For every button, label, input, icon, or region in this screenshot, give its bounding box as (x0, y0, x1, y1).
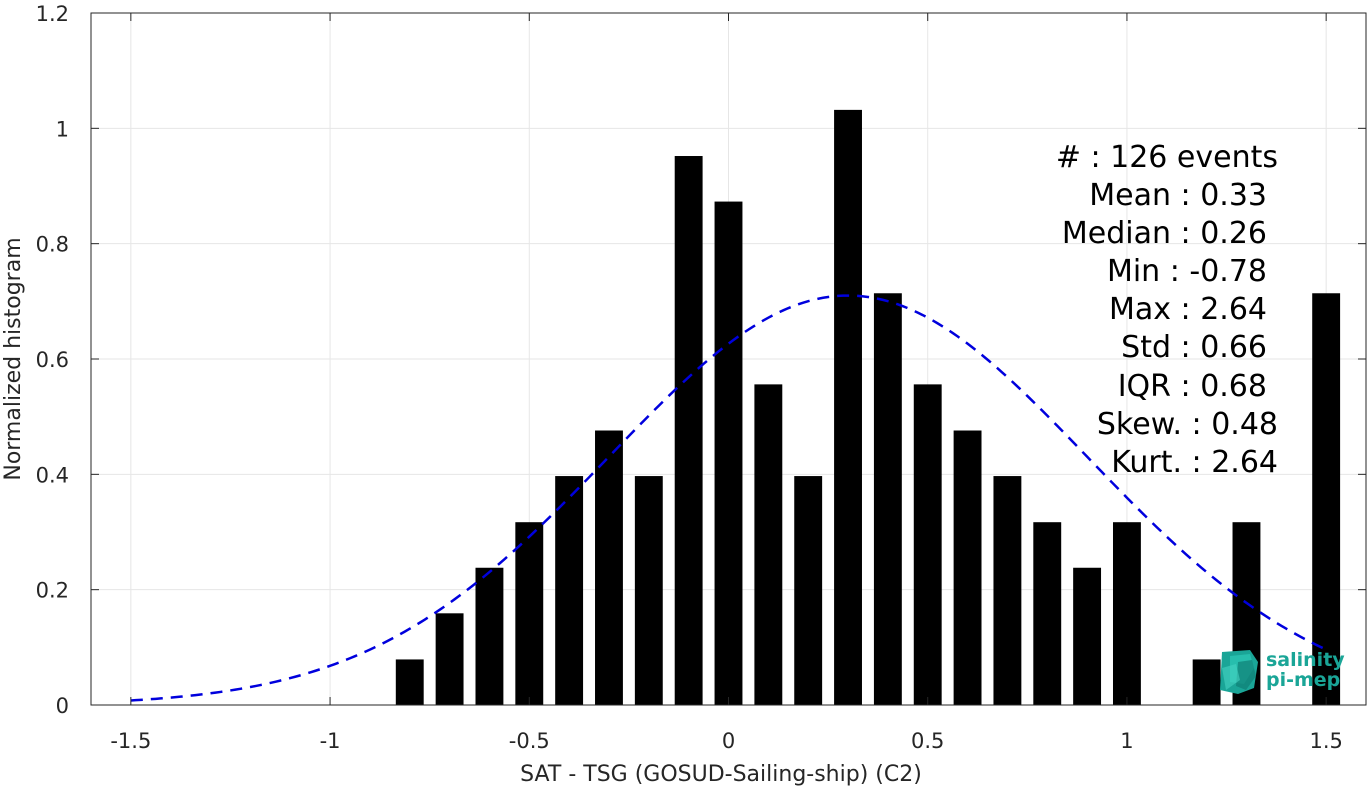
histogram-bar (754, 384, 783, 705)
y-tick-label: 0.6 (36, 348, 69, 372)
logo-line-2: pi-mep (1266, 669, 1340, 691)
histogram-bar (953, 430, 982, 705)
axis-ticks (91, 12, 1366, 706)
x-axis-label: SAT - TSG (GOSUD-Sailing-ship) (C2) (520, 762, 922, 787)
y-tick-label: 0 (56, 694, 69, 718)
histogram-bar (1112, 522, 1141, 705)
histogram-bar (395, 659, 424, 705)
stat-mean: Mean : 0.33 (1089, 178, 1267, 213)
salinity-pimep-logo: salinity pi-mep (1220, 649, 1345, 694)
histogram-bar (993, 476, 1022, 705)
histogram-bar (873, 293, 902, 705)
y-tick-label: 1.2 (36, 2, 69, 26)
histogram-bar (515, 522, 544, 705)
histogram-bar (1033, 522, 1062, 705)
histogram-bar (475, 567, 504, 705)
y-tick-label: 1 (56, 117, 69, 141)
x-tick-label: 1 (1120, 729, 1133, 753)
statistics-box: # : 126 events Mean : 0.33 Median : 0.26… (1056, 140, 1278, 480)
stat-iqr: IQR : 0.68 (1118, 369, 1267, 404)
x-tick-label: -0.5 (509, 729, 550, 753)
histogram-bar (913, 384, 942, 705)
gaussian-fit-curve (130, 294, 1327, 702)
x-tick-label: -1 (320, 729, 341, 753)
histogram-bar (435, 613, 464, 705)
histogram-bar (1192, 659, 1221, 705)
stat-median: Median : 0.26 (1062, 216, 1267, 251)
stat-std: Std : 0.66 (1121, 330, 1267, 365)
stat-events: # : 126 events (1056, 140, 1278, 175)
y-tick-labels: 0 0.2 0.4 0.6 0.8 1 1.2 (36, 2, 69, 718)
x-tick-label: 0.5 (911, 729, 944, 753)
histogram-bar (1312, 293, 1341, 705)
y-tick-label: 0.8 (36, 233, 69, 257)
histogram-bar (794, 476, 823, 705)
y-tick-label: 0.4 (36, 463, 69, 487)
histogram-bar (834, 109, 862, 705)
histogram-bar (595, 430, 623, 705)
histogram-bar (714, 201, 743, 705)
x-tick-labels: -1.5 -1 -0.5 0 0.5 1 1.5 (110, 729, 1343, 753)
logo-line-1: salinity (1266, 649, 1345, 671)
histogram-bar (634, 476, 663, 705)
stat-min: Min : -0.78 (1107, 254, 1267, 289)
histogram-bars (395, 109, 1341, 706)
x-tick-label: -1.5 (110, 729, 151, 753)
logo-mark-icon (1220, 650, 1258, 694)
y-axis-label: Normalized histogram (1, 237, 26, 480)
stat-max: Max : 2.64 (1109, 292, 1267, 327)
stat-kurt: Kurt. : 2.64 (1111, 445, 1278, 480)
x-tick-label: 0 (722, 729, 735, 753)
x-tick-label: 1.5 (1309, 729, 1342, 753)
stat-skew: Skew. : 0.48 (1097, 407, 1278, 442)
y-tick-label: 0.2 (36, 579, 69, 603)
histogram-bar (555, 476, 584, 705)
histogram-bar (674, 156, 703, 706)
histogram-bar (1073, 567, 1102, 705)
